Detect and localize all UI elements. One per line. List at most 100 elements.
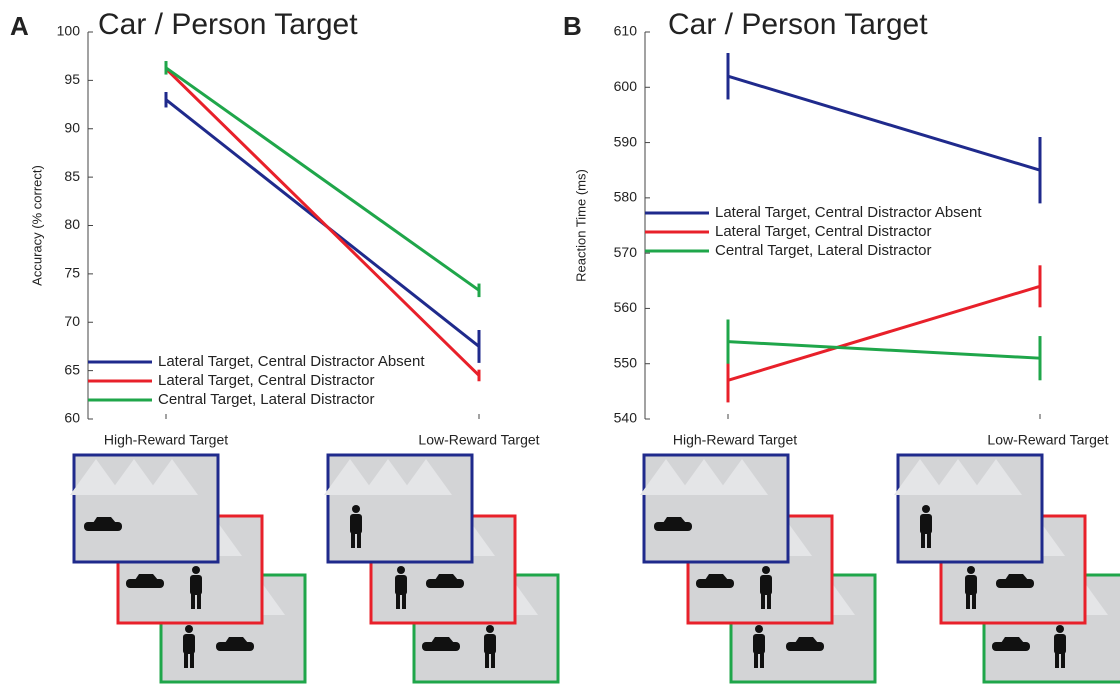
legend-label: Lateral Target, Central Distractor	[715, 223, 931, 240]
person-icon	[197, 593, 201, 609]
x-tick-label: High-Reward Target	[673, 432, 797, 448]
person-icon	[191, 593, 195, 609]
tree	[108, 459, 160, 495]
series-line	[165, 66, 480, 292]
y-tick-label: 70	[64, 313, 80, 329]
person-icon	[965, 575, 977, 595]
panel-letter: B	[563, 11, 582, 41]
person-icon	[351, 532, 355, 548]
person-icon	[755, 625, 763, 633]
car-icon	[135, 574, 158, 580]
chart-title: Car / Person Target	[668, 8, 928, 41]
car-icon	[1005, 574, 1028, 580]
person-icon	[190, 575, 202, 595]
y-tick-label: 90	[64, 119, 80, 135]
person-icon	[1054, 634, 1066, 654]
y-tick-label: 85	[64, 168, 80, 184]
y-tick-label: 580	[614, 189, 638, 205]
x-tick-label: High-Reward Target	[104, 432, 228, 448]
person-icon	[967, 566, 975, 574]
legend-label: Central Target, Lateral Distractor	[715, 242, 931, 259]
y-tick-label: 100	[57, 23, 81, 39]
person-icon	[402, 593, 406, 609]
car-icon	[422, 642, 460, 651]
y-axis-label: Reaction Time (ms)	[573, 169, 588, 282]
y-tick-label: 610	[614, 23, 638, 39]
car-icon	[786, 642, 824, 651]
person-icon	[185, 625, 193, 633]
person-icon	[192, 566, 200, 574]
person-icon	[190, 652, 194, 668]
person-icon	[491, 652, 495, 668]
person-icon	[352, 505, 360, 513]
y-tick-label: 80	[64, 216, 80, 232]
car-icon	[996, 579, 1034, 588]
person-icon	[767, 593, 771, 609]
person-icon	[927, 532, 931, 548]
person-icon	[922, 505, 930, 513]
legend-label: Central Target, Lateral Distractor	[158, 391, 374, 408]
legend-label: Lateral Target, Central Distractor Absen…	[158, 353, 425, 370]
person-icon	[754, 652, 758, 668]
person-icon	[966, 593, 970, 609]
car-icon	[705, 574, 728, 580]
person-icon	[1061, 652, 1065, 668]
series-line	[727, 284, 1041, 382]
tree	[716, 459, 768, 495]
car-icon	[795, 637, 818, 643]
y-tick-label: 600	[614, 78, 638, 94]
person-icon	[760, 652, 764, 668]
panel-letter: A	[10, 11, 29, 41]
car-icon	[126, 579, 164, 588]
tree	[324, 459, 376, 495]
person-icon	[484, 634, 496, 654]
car-icon	[663, 517, 686, 523]
y-tick-label: 95	[64, 71, 80, 87]
y-tick-label: 540	[614, 410, 638, 426]
y-tick-label: 590	[614, 133, 638, 149]
car-icon	[84, 522, 122, 531]
series-line	[164, 67, 481, 377]
car-icon	[225, 637, 248, 643]
y-tick-label: 60	[64, 410, 80, 426]
person-icon	[1056, 625, 1064, 633]
tree	[640, 459, 692, 495]
x-tick-label: Low-Reward Target	[418, 432, 539, 448]
tree	[146, 459, 198, 495]
person-icon	[396, 593, 400, 609]
car-icon	[992, 642, 1030, 651]
tree	[932, 459, 984, 495]
stimulus-frame	[640, 453, 790, 564]
person-icon	[486, 625, 494, 633]
person-icon	[397, 566, 405, 574]
tree	[970, 459, 1022, 495]
person-icon	[972, 593, 976, 609]
y-axis-label: Accuracy (% correct)	[29, 165, 44, 286]
person-icon	[760, 575, 772, 595]
stimulus-frame	[324, 453, 474, 564]
chart-title: Car / Person Target	[98, 8, 358, 41]
tree	[362, 459, 414, 495]
y-tick-label: 560	[614, 299, 638, 315]
car-icon	[654, 522, 692, 531]
person-icon	[357, 532, 361, 548]
tree	[894, 459, 946, 495]
series-line	[727, 74, 1041, 172]
y-tick-label: 75	[64, 265, 80, 281]
car-icon	[426, 579, 464, 588]
tree	[400, 459, 452, 495]
legend-label: Lateral Target, Central Distractor	[158, 372, 374, 389]
car-icon	[93, 517, 116, 523]
x-tick-label: Low-Reward Target	[987, 432, 1108, 448]
stimulus-frame	[894, 453, 1044, 564]
car-icon	[1001, 637, 1024, 643]
tree	[678, 459, 730, 495]
y-tick-label: 570	[614, 244, 638, 260]
person-icon	[920, 514, 932, 534]
person-icon	[350, 514, 362, 534]
tree	[70, 459, 122, 495]
y-tick-label: 65	[64, 361, 80, 377]
y-tick-label: 550	[614, 354, 638, 370]
